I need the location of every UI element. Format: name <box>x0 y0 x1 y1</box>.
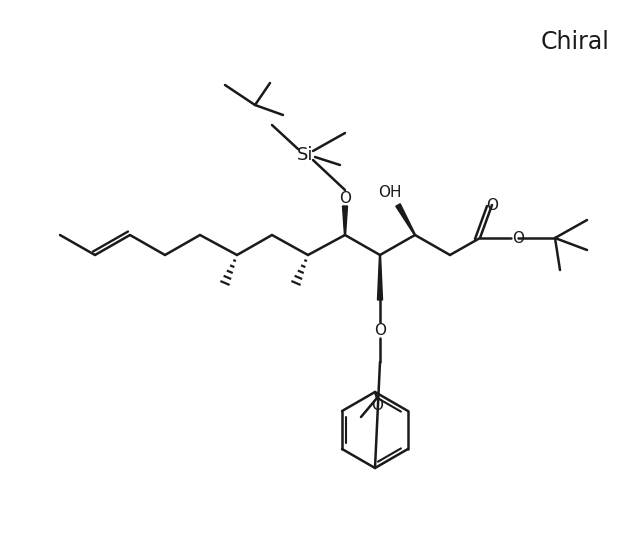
Text: Chiral: Chiral <box>541 30 609 54</box>
Text: O: O <box>374 323 386 338</box>
Text: Si: Si <box>297 146 313 164</box>
Text: O: O <box>486 198 498 212</box>
Polygon shape <box>378 255 383 300</box>
Polygon shape <box>342 206 348 235</box>
Text: O: O <box>339 191 351 205</box>
Text: O: O <box>371 397 383 413</box>
Text: O: O <box>512 230 524 245</box>
Polygon shape <box>396 204 415 235</box>
Text: OH: OH <box>378 185 402 199</box>
